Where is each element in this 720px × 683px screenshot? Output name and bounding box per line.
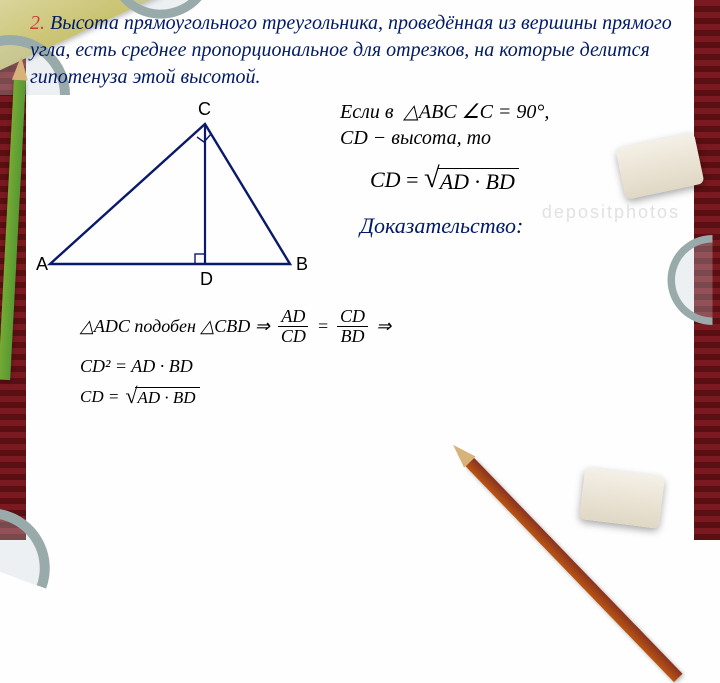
proof1-frac2: CD BD [337,307,368,346]
sqrt-icon-small: √ AD · BD [125,387,199,408]
proof1-prefix: △ADC подобен △CBD ⇒ [80,316,270,337]
vertex-label-a: A [36,254,48,275]
vertex-label-d: D [200,269,213,290]
proof-step-2: CD² = AD · BD [80,356,680,377]
triangle-svg [30,99,330,299]
condition-math: △ABC ∠C = 90°, [404,101,550,123]
formula-radicand: AD · BD [438,168,519,195]
proof1-frac1: AD CD [278,307,309,346]
theorem-text: 2. Высота прямоугольного треугольника, п… [30,10,680,91]
proof-body: △ADC подобен △CBD ⇒ AD CD = CD BD ⇒ CD² … [30,307,680,408]
formula-lhs: CD [370,167,401,192]
proof3-lhs: CD = [80,387,119,407]
proof2-text: CD² = AD · BD [80,356,193,377]
main-formula: CD = √ AD · BD [340,167,680,195]
theorem-body: Высота прямоугольного треугольника, пров… [30,12,672,88]
vertex-label-c: C [198,99,211,120]
proof1-eq: = [317,316,329,337]
triangle-outline [50,124,290,264]
right-angle-d [195,254,205,264]
proof-step-1: △ADC подобен △CBD ⇒ AD CD = CD BD ⇒ [80,307,680,346]
proof-step-3: CD = √ AD · BD [80,387,680,408]
theorem-number: 2. [30,12,45,34]
proof-title: Доказательство: [340,213,680,239]
proof3-radicand: AD · BD [135,387,199,408]
proof1-suffix: ⇒ [376,316,391,337]
triangle-figure: A B C D [30,99,330,299]
vertex-label-b: B [296,254,308,275]
condition-prefix: Если в [340,101,394,123]
slide-content: 2. Высота прямоугольного треугольника, п… [0,0,720,540]
sqrt-icon: √ AD · BD [424,168,519,195]
condition-line1: Если в △ABC ∠C = 90°, [340,99,680,125]
condition-line2: CD − высота, то [340,125,680,151]
